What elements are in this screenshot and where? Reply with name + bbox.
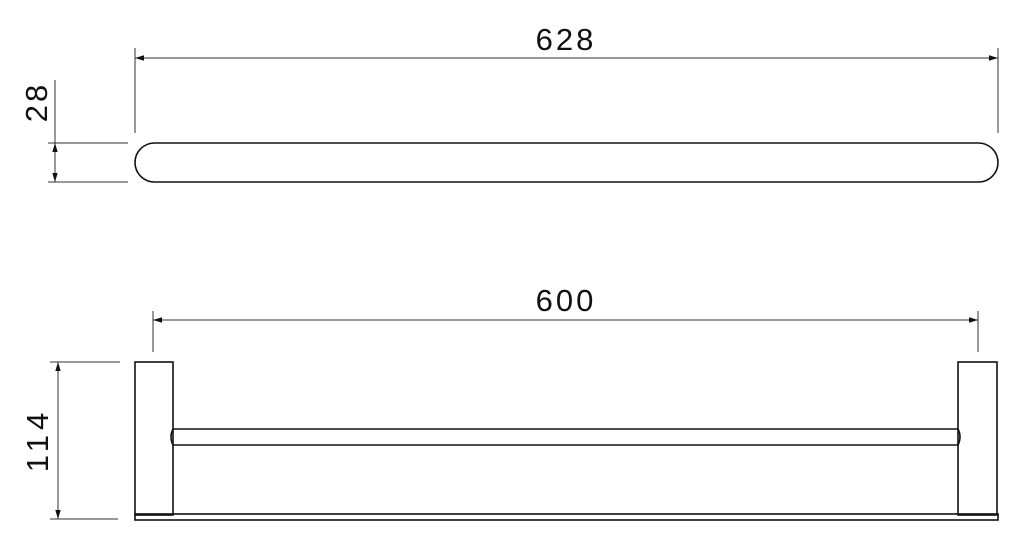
- left-bracket: [134, 361, 174, 516]
- towel-rail: [170, 428, 961, 446]
- dimension-label-114: 114: [20, 408, 55, 472]
- right-bracket: [957, 361, 998, 516]
- dimension-label-628: 628: [536, 22, 597, 57]
- towel-bar-top-profile: [134, 142, 999, 183]
- dimension-28: [48, 80, 128, 183]
- front-view: [50, 311, 999, 521]
- dimension-114: [50, 361, 120, 520]
- dimension-628: [134, 48, 999, 133]
- dimension-label-28: 28: [19, 82, 54, 122]
- dimension-label-600: 600: [536, 283, 597, 318]
- top-view: [48, 48, 999, 183]
- base-plate: [134, 513, 999, 521]
- dimension-600: [152, 311, 979, 352]
